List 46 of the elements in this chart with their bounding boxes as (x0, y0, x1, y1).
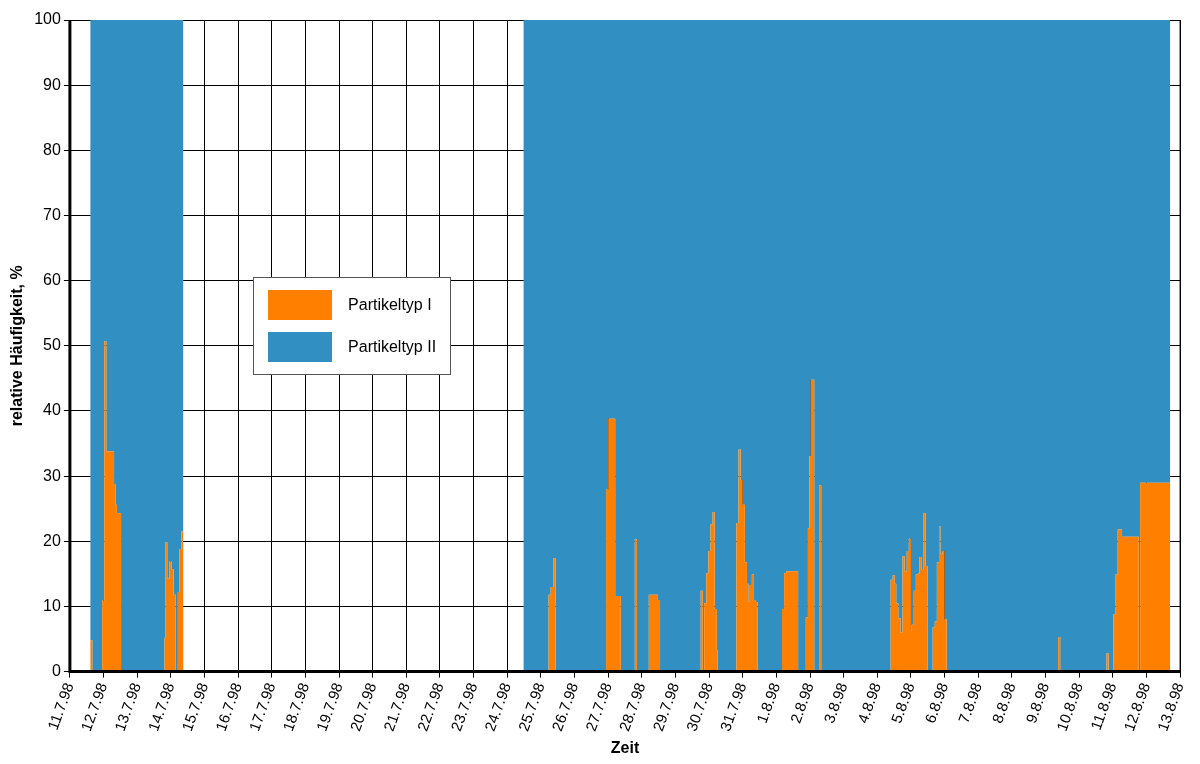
y-tick-label: 10 (43, 596, 61, 614)
y-tick-label: 100 (34, 10, 61, 28)
y-tick-label: 20 (43, 531, 61, 549)
y-tick-label: 30 (43, 466, 61, 484)
x-tick-label: 30.7.98 (682, 680, 716, 734)
x-tick-label: 1.8.98 (752, 680, 784, 726)
y-tick-label: 80 (43, 140, 61, 158)
x-tick-label: 16.7.98 (211, 680, 245, 734)
y-tick-label: 0 (51, 662, 61, 680)
y-tick-label: 50 (43, 336, 61, 354)
x-tick-label: 31.7.98 (716, 680, 750, 734)
x-tick-label: 15.7.98 (178, 680, 212, 734)
x-tick-label: 18.7.98 (279, 680, 313, 734)
y-tick-label: 90 (43, 75, 61, 93)
x-tick-label: 5.8.98 (887, 680, 918, 726)
x-axis-title: Zeit (610, 738, 640, 756)
x-tick-label: 22.7.98 (413, 680, 447, 734)
x-tick-label: 28.7.98 (615, 680, 649, 734)
x-tick-label: 10.8.98 (1052, 680, 1086, 734)
x-tick-label: 25.7.98 (514, 680, 548, 734)
x-tick-label: 6.8.98 (921, 680, 952, 726)
x-tick-label: 12.7.98 (77, 680, 111, 734)
x-tick-label: 11.8.98 (1086, 680, 1120, 733)
y-tick-label: 40 (43, 401, 61, 419)
x-tick-label: 19.7.98 (312, 680, 346, 734)
y-tick-label: 60 (43, 271, 61, 289)
x-tick-label: 13.8.98 (1153, 680, 1187, 734)
x-tick-label: 3.8.98 (820, 680, 851, 726)
x-tick-label: 11.7.98 (43, 680, 77, 733)
x-tick-label: 21.7.98 (379, 680, 414, 734)
x-tick-label: 9.8.98 (1021, 680, 1053, 726)
x-tick-label: 17.7.98 (245, 680, 279, 734)
x-tick-label: 20.7.98 (346, 680, 380, 734)
y-axis-title: relative Häufigkeit, % (8, 265, 26, 427)
x-tick-label: 2.8.98 (786, 680, 817, 726)
x-tick-label: 7.8.98 (954, 680, 985, 726)
legend-label: Partikeltyp I (348, 296, 432, 315)
x-tick-label: 4.8.98 (853, 680, 885, 726)
x-tick-label: 14.7.98 (144, 680, 178, 734)
x-tick-label: 13.7.98 (110, 680, 144, 734)
x-tick-label: 8.8.98 (988, 680, 1019, 726)
x-tick-label: 24.7.98 (480, 680, 514, 734)
y-tick-label: 70 (43, 205, 61, 223)
x-tick-label: 12.8.98 (1120, 680, 1154, 734)
x-tick-label: 27.7.98 (581, 680, 615, 734)
legend-label: Partikeltyp II (348, 338, 437, 357)
